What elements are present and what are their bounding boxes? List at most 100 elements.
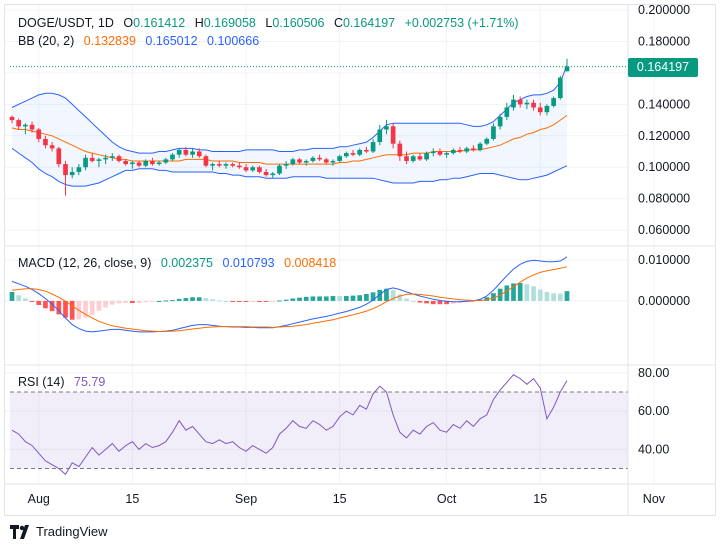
candle <box>323 157 329 165</box>
y-tick-label: 40.00 <box>638 442 669 456</box>
symbol-label[interactable]: DOGE/USDT, 1D <box>18 16 114 30</box>
macd-histogram-bar <box>303 296 309 301</box>
candle <box>270 171 276 179</box>
macd-line-value: 0.010793 <box>222 256 275 270</box>
candle-body <box>343 153 349 157</box>
macd-histogram-bar <box>384 288 389 301</box>
candle <box>243 164 249 172</box>
candle-body <box>56 148 62 165</box>
candle-body <box>297 159 302 163</box>
candle-body <box>484 138 490 144</box>
y-tick-label: 0.000000 <box>638 294 690 308</box>
bb-lower-value: 0.100666 <box>207 34 260 48</box>
candle-body <box>537 107 543 113</box>
candle-body <box>109 156 115 158</box>
macd-legend[interactable]: MACD (12, 26, close, 9) 0.002375 0.01079… <box>18 256 342 270</box>
candle-body <box>390 126 396 144</box>
bb-legend[interactable]: BB (20, 2) 0.132839 0.165012 0.100666 <box>18 34 265 48</box>
candle-body <box>384 126 389 130</box>
macd-histogram-bar <box>557 293 563 301</box>
macd-histogram-bar <box>484 297 490 301</box>
candle <box>156 160 162 166</box>
change-value: +0.002753 (+1.71%) <box>404 16 519 30</box>
macd-histogram-bar <box>130 300 135 303</box>
rsi-legend[interactable]: RSI (14) 75.79 <box>18 375 111 389</box>
macd-histogram-bar <box>531 286 536 301</box>
bb-upper-value: 0.165012 <box>145 34 198 48</box>
candle-body <box>69 171 75 176</box>
candle <box>310 156 316 163</box>
candle-body <box>136 162 142 166</box>
candle-body <box>89 157 95 161</box>
candle <box>216 160 222 168</box>
bb-upper-line <box>11 64 568 154</box>
candle <box>384 120 389 135</box>
macd-histogram-bar <box>210 299 215 301</box>
candle-body <box>377 129 383 143</box>
candle-body <box>130 162 135 165</box>
candle <box>537 102 543 116</box>
macd-signal-value: 0.008418 <box>284 256 337 270</box>
y-tick-label: 0.060000 <box>638 223 690 237</box>
macd-histogram-bar <box>143 300 149 303</box>
candle <box>123 159 129 166</box>
macd-histogram-bar <box>257 300 262 302</box>
candle-body <box>9 116 15 121</box>
candle <box>223 162 229 169</box>
macd-histogram-bar <box>370 292 376 301</box>
macd-histogram-bar <box>237 300 242 302</box>
candle-body <box>263 171 269 176</box>
candle-body <box>531 102 536 108</box>
candle-body <box>277 165 282 174</box>
tradingview-icon <box>10 524 29 539</box>
candle-body <box>303 160 309 163</box>
candle-body <box>464 148 470 152</box>
candle <box>263 168 269 177</box>
macd-histogram-bar <box>424 300 429 304</box>
macd-histogram-bar <box>491 293 496 301</box>
candle <box>497 113 503 130</box>
candle-body <box>457 149 463 152</box>
low-value: L0.160506 <box>265 16 325 30</box>
candle-body <box>210 164 215 166</box>
candle <box>364 146 369 154</box>
y-tick-label: 0.200000 <box>638 3 690 17</box>
macd-panel <box>9 256 570 333</box>
candle-body <box>230 164 236 166</box>
macd-histogram-bar <box>69 300 75 320</box>
x-tick-label: 15 <box>533 492 547 506</box>
candle-body <box>511 99 516 108</box>
candle <box>290 157 296 166</box>
rsi-line <box>11 374 568 476</box>
rsi-band-fill <box>10 391 628 469</box>
candle <box>250 165 256 172</box>
candle-body <box>190 151 195 155</box>
tradingview-logo[interactable]: TradingView <box>10 524 108 539</box>
candle <box>203 154 209 168</box>
candle-body <box>49 145 55 149</box>
candles <box>9 58 570 196</box>
candle <box>450 148 456 155</box>
candle <box>89 153 95 163</box>
macd-histogram-bar <box>56 300 62 315</box>
candle <box>29 121 35 133</box>
candle <box>69 167 75 179</box>
macd-histogram-bar <box>364 294 369 301</box>
candle <box>544 104 550 116</box>
macd-histogram-bar <box>397 294 403 301</box>
candle-body <box>76 167 82 172</box>
x-tick-label: 15 <box>125 492 139 506</box>
candle <box>531 99 536 111</box>
macd-histogram-bar <box>123 300 129 303</box>
macd-histogram-bar <box>337 296 342 301</box>
candle-body <box>123 160 129 165</box>
candle <box>330 159 336 166</box>
macd-histogram-bar <box>430 300 436 305</box>
bb-lower-line <box>11 147 568 187</box>
bb-label: BB (20, 2) <box>18 34 75 48</box>
candle-body <box>370 142 376 152</box>
candle-body <box>417 156 423 160</box>
y-tick-label: 0.010000 <box>638 253 690 267</box>
candle <box>116 154 122 163</box>
